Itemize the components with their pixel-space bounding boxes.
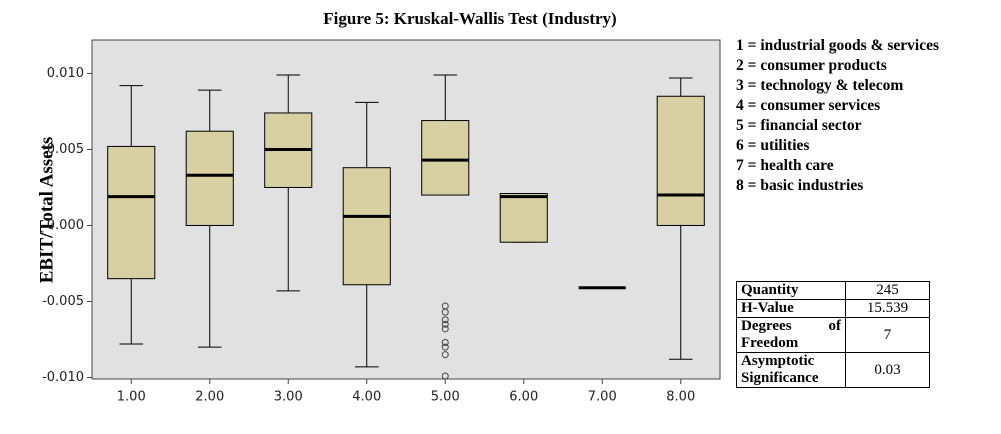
table-row: Degrees of Freedom 7: [736, 317, 930, 353]
y-axis-label: EBIT/Total Assets: [36, 137, 57, 284]
y-tick-label: 0.000: [47, 218, 84, 233]
outlier: [441, 316, 449, 324]
y-tick-label: -0.005: [42, 294, 84, 309]
note: 8 = basic industries: [736, 177, 864, 194]
note: 7 = health care: [736, 157, 834, 174]
box: [185, 130, 234, 226]
table-cell: 245: [845, 281, 930, 300]
outlier: [441, 339, 449, 347]
x-tick-label: 1.00: [117, 390, 146, 405]
outlier: [441, 351, 449, 359]
table-row: H-Value 15.539: [736, 299, 930, 318]
y-tick-label: -0.010: [42, 370, 84, 385]
y-tick-label: 0.010: [47, 66, 84, 81]
outlier: [441, 320, 449, 328]
table-row: Asymptotic Significance 0.03: [736, 352, 930, 388]
box: [421, 120, 470, 196]
table-cell: Asymptotic Significance: [736, 352, 846, 388]
x-tick-label: 6.00: [509, 390, 538, 405]
x-tick-label: 3.00: [274, 390, 303, 405]
x-tick-label: 8.00: [666, 390, 695, 405]
note: 4 = consumer services: [736, 97, 881, 114]
outlier: [441, 343, 449, 351]
table-cell: 7: [845, 317, 930, 353]
table-cell: Quantity: [736, 281, 846, 300]
outlier: [441, 325, 449, 333]
table-cell: 15.539: [845, 299, 930, 318]
note: 6 = utilities: [736, 137, 810, 154]
outlier: [441, 372, 449, 380]
box: [342, 167, 391, 286]
table-row: Quantity 245: [736, 281, 930, 300]
note: 5 = financial sector: [736, 117, 862, 134]
table-cell: Degrees of Freedom: [736, 317, 846, 353]
box: [499, 193, 548, 243]
note: 1 = industrial goods & services: [736, 37, 940, 54]
outlier: [441, 308, 449, 316]
x-tick-label: 7.00: [588, 390, 617, 405]
x-tick-label: 4.00: [352, 390, 381, 405]
x-tick-label: 2.00: [195, 390, 224, 405]
box: [656, 95, 705, 226]
note: 3 = technology & telecom: [736, 77, 904, 94]
chart: Figure 5: Kruskal-Wallis Test (Industry)…: [36, 9, 721, 405]
note: 2 = consumer products: [736, 57, 887, 74]
stats-table: Quantity 245 H-Value 15.539 Degrees of Freed…: [736, 281, 930, 388]
notes: 1 = industrial goods & services 2 = consu…: [736, 36, 974, 196]
table-cell: 0.03: [845, 352, 930, 388]
x-tick-label: 5.00: [431, 390, 460, 405]
box: [107, 145, 156, 280]
y-tick-label: 0.005: [47, 142, 84, 157]
chart-title: Figure 5: Kruskal-Wallis Test (Industry): [323, 9, 616, 28]
table-cell: H-Value: [736, 299, 846, 318]
